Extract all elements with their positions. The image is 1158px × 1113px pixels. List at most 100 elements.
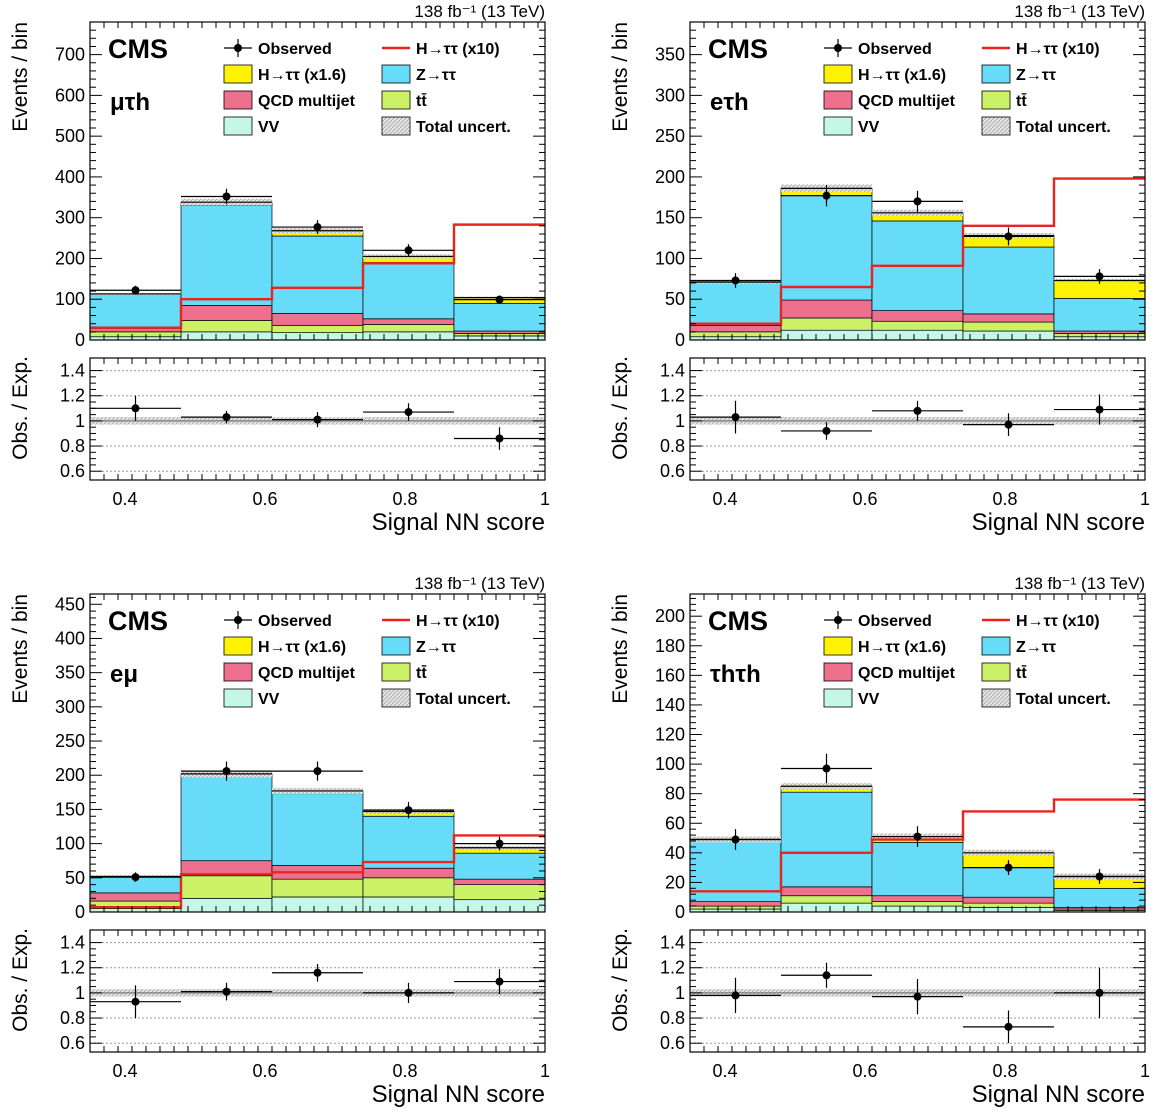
- y-axis-title: Events / bin: [609, 22, 632, 132]
- y-tick-label: 0: [75, 330, 85, 350]
- observed-points: [90, 761, 545, 882]
- ratio-tick-label: 1.2: [60, 386, 85, 406]
- x-axis-title: Signal NN score: [972, 509, 1145, 536]
- legend-swatch-ztt: [981, 64, 1011, 84]
- legend-item-qcd: QCD multijet: [223, 662, 356, 682]
- legend-observed-marker: [234, 616, 242, 624]
- legend-label-signal_line: H→ττ (x10): [1016, 41, 1100, 58]
- legend-item-qcd: QCD multijet: [823, 90, 956, 110]
- legend-swatch-htt: [223, 636, 253, 656]
- ratio-tick-label: 1: [75, 983, 85, 1003]
- legend-item-ztt: Z→ττ: [981, 64, 1056, 84]
- stack-ztt: [690, 195, 1145, 332]
- lumi-label: 138 fb⁻¹ (13 TeV): [1014, 574, 1145, 593]
- ratio-tick-label: 1.2: [660, 386, 685, 406]
- obs-point-bin5: [1095, 272, 1104, 281]
- legend-swatch-ztt: [381, 636, 411, 656]
- ratio-point-bin4: [404, 988, 413, 997]
- signal-x10-line: [690, 177, 1145, 325]
- legend-item-unc: Total uncert.: [981, 688, 1111, 708]
- legend-item-observed: Observed: [224, 39, 332, 58]
- bar-ttbar-bin4: [962, 321, 1055, 332]
- legend-label-vv: VV: [858, 691, 880, 708]
- ratio-tick-label: 0.8: [660, 1008, 685, 1028]
- ratio-axis-title: Obs. / Exp.: [9, 356, 32, 460]
- y-tick-label: 150: [55, 799, 85, 819]
- y-tick-label: 50: [65, 868, 85, 888]
- bar-qcd-bin5: [1053, 330, 1145, 334]
- ratio-tick-label: 0.8: [60, 436, 85, 456]
- legend-item-vv: VV: [223, 116, 280, 136]
- legend-label-unc: Total uncert.: [1016, 691, 1111, 708]
- y-tick-label: 180: [655, 636, 685, 656]
- legend-label-ttbar: tt̄: [1016, 664, 1027, 682]
- main-frame: [689, 21, 1146, 341]
- bar-qcd-bin4: [362, 318, 455, 325]
- legend-item-signal_line: H→ττ (x10): [982, 41, 1100, 58]
- y-tick-label: 150: [655, 208, 685, 228]
- legend-item-unc: Total uncert.: [981, 116, 1111, 136]
- y-tick-label: 100: [55, 834, 85, 854]
- x-tick-label: 1: [540, 489, 550, 509]
- y-tick-label: 40: [665, 843, 685, 863]
- legend-swatch-ttbar: [381, 90, 411, 110]
- y-tick-label: 500: [55, 126, 85, 146]
- legend-label-htt: H→ττ (x1.6): [258, 67, 346, 84]
- y-tick-label: 300: [55, 208, 85, 228]
- y-tick-label: 200: [655, 167, 685, 187]
- bar-ztt-bin5: [1053, 298, 1145, 332]
- bar-ttbar-bin5: [453, 884, 545, 901]
- ratio-point-bin3: [313, 968, 322, 977]
- ratio-point-bin3: [913, 406, 922, 415]
- obs-point-bin4: [1004, 863, 1013, 872]
- lumi-label: 138 fb⁻¹ (13 TeV): [414, 2, 545, 21]
- legend-item-htt: H→ττ (x1.6): [223, 636, 346, 656]
- legend-item-unc: Total uncert.: [381, 688, 511, 708]
- legend-label-ztt: Z→ττ: [416, 67, 456, 84]
- legend-observed-marker: [834, 616, 842, 624]
- bar-qcd-bin5: [453, 878, 545, 885]
- cms-label: CMS: [708, 606, 768, 636]
- y-tick-label: 160: [655, 665, 685, 685]
- legend-label-unc: Total uncert.: [1016, 119, 1111, 136]
- ratio-tick-label: 0.6: [60, 1033, 85, 1053]
- main-plot-area: [690, 177, 1145, 340]
- legend-uncert-swatch: [981, 116, 1011, 136]
- legend-item-unc: Total uncert.: [381, 116, 511, 136]
- ratio-tick-label: 1.4: [60, 361, 85, 381]
- x-tick-label: 0.6: [252, 1061, 277, 1081]
- ratio-point-bin2: [222, 413, 231, 422]
- ratio-frame: [89, 357, 546, 481]
- y-tick-label: 300: [655, 85, 685, 105]
- main-frame: [89, 21, 546, 341]
- y-axis-title: Events / bin: [609, 594, 632, 704]
- x-tick-label: 0.4: [112, 489, 137, 509]
- legend-item-ttbar: tt̄: [981, 90, 1027, 110]
- y-axis-title: Events / bin: [9, 594, 32, 704]
- ratio-point-bin4: [1004, 420, 1013, 429]
- legend-item-qcd: QCD multijet: [823, 662, 956, 682]
- y-tick-label: 120: [655, 725, 685, 745]
- ratio-tick-label: 1.4: [660, 933, 685, 953]
- ratio-point-bin5: [495, 434, 504, 443]
- y-tick-label: 50: [665, 289, 685, 309]
- cms-label: CMS: [708, 34, 768, 64]
- x-tick-label: 0.6: [852, 489, 877, 509]
- ratio-pad: 0.6 0.8 1 1.2 1.4: [660, 357, 1146, 481]
- signal-x10-line: [90, 834, 545, 909]
- x-tick-label: 0.6: [852, 1061, 877, 1081]
- legend-item-signal_line: H→ττ (x10): [382, 613, 500, 630]
- legend-swatch-vv: [823, 116, 853, 136]
- bar-ztt-bin5: [1053, 887, 1145, 908]
- y-tick-label: 100: [655, 754, 685, 774]
- bar-qcd-bin3: [271, 313, 364, 326]
- legend-uncert-swatch: [381, 116, 411, 136]
- x-tick-label: 1: [1140, 489, 1150, 509]
- bar-qcd-bin3: [871, 310, 964, 322]
- bar-ttbar-bin4: [362, 324, 455, 333]
- x-tick-label: 0.4: [712, 489, 737, 509]
- x-tick-label: 0.4: [112, 1061, 137, 1081]
- y-tick-label: 250: [55, 731, 85, 751]
- y-tick-label: 140: [655, 695, 685, 715]
